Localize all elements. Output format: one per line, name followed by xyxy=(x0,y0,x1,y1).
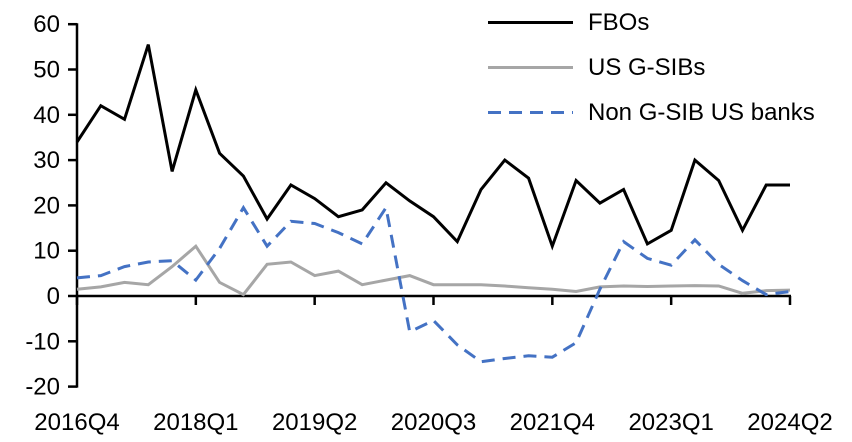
series-line-us-g-sibs xyxy=(76,243,791,297)
x-tick-label: 2023Q1 xyxy=(628,409,713,436)
legend-label-non-gsib-us-banks: Non G-SIB US banks xyxy=(588,98,815,126)
y-tick-label: -20 xyxy=(25,374,60,401)
x-tick-label: 2019Q2 xyxy=(272,409,357,436)
y-tick-label: 50 xyxy=(33,57,60,84)
x-tick-label: 2016Q4 xyxy=(34,409,119,436)
y-tick-label: 20 xyxy=(33,192,60,219)
legend-item-us-gsibs: US G-SIBs xyxy=(488,45,815,90)
us-gsibs-line-swatch xyxy=(488,66,573,69)
non-gsib-us-banks-line-swatch xyxy=(488,111,573,114)
y-tick-label: 40 xyxy=(33,102,60,129)
series-line-non-g-sib-us-banks xyxy=(76,203,791,364)
y-tick-label: 30 xyxy=(33,147,60,174)
fbos-line-swatch xyxy=(488,21,573,24)
legend-item-non-gsib-us-banks: Non G-SIB US banks xyxy=(488,90,815,135)
x-tick-label: 2021Q4 xyxy=(510,409,595,436)
y-tick-label: -10 xyxy=(25,328,60,355)
x-tick-label: 2020Q3 xyxy=(391,409,476,436)
x-tick-label: 2018Q1 xyxy=(153,409,238,436)
legend-item-fbos: FBOs xyxy=(488,0,815,45)
legend-label-us-gsibs: US G-SIBs xyxy=(588,53,706,81)
legend-label-fbos: FBOs xyxy=(588,8,650,36)
y-tick-label: 10 xyxy=(33,238,60,265)
legend: FBOs US G-SIBs Non G-SIB US banks xyxy=(488,0,815,135)
x-tick-label: 2024Q2 xyxy=(747,409,832,436)
y-tick-label: 0 xyxy=(47,283,60,310)
series-line-fbos xyxy=(75,44,790,251)
y-tick-label: 60 xyxy=(33,11,60,38)
